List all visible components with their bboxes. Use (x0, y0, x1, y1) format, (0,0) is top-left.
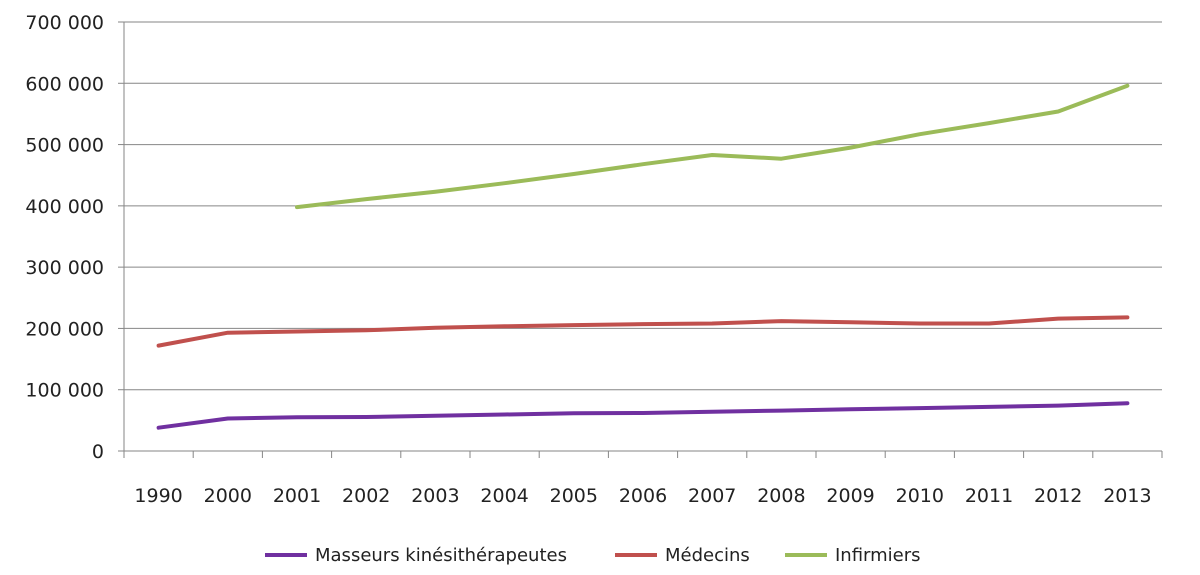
x-tick-label: 2002 (342, 485, 390, 507)
series-line-0 (156, 401, 1130, 430)
x-tick-label: 2004 (480, 485, 528, 507)
y-tick-labels: 0 100 000 200 000 300 000 400 000 500 000 600 … (25, 12, 104, 463)
y-tick-label: 700 000 (25, 12, 104, 34)
y-tick-label: 400 000 (25, 196, 104, 218)
x-tick-label: 2010 (896, 485, 944, 507)
y-tick-label: 500 000 (25, 135, 104, 157)
legend-item: Infirmiers (785, 545, 921, 566)
x-tick-label: 2008 (757, 485, 805, 507)
series-lines (156, 83, 1130, 430)
x-tick-label: 2003 (411, 485, 459, 507)
x-tick-label: 2001 (273, 485, 321, 507)
y-tick-label: 300 000 (25, 257, 104, 279)
x-tick-labels: 1990 2000 2001 2002 2003 2004 2005 2006 2007 2008… (134, 485, 1151, 507)
y-tick-label: 600 000 (25, 73, 104, 95)
x-tick-label: 1990 (134, 485, 182, 507)
x-tick-label: 2005 (550, 485, 598, 507)
axes (118, 21, 1163, 458)
x-tick-label: 2011 (965, 485, 1013, 507)
x-tick-label: 2009 (826, 485, 874, 507)
series-line-2 (295, 83, 1130, 210)
legend-item: Médecins (615, 545, 750, 566)
x-tick-label: 2006 (619, 485, 667, 507)
x-tick-label: 2013 (1103, 485, 1151, 507)
legend-label: Médecins (665, 545, 750, 566)
y-tick-label: 200 000 (25, 318, 104, 340)
legend: Masseurs kinésithérapeutes Médecins Infirm… (265, 545, 921, 566)
x-tick-label: 2000 (204, 485, 252, 507)
y-tick-label: 100 000 (25, 380, 104, 402)
gridlines (124, 21, 1162, 391)
series-line-1 (156, 315, 1130, 348)
x-tick-label: 2007 (688, 485, 736, 507)
y-tick-label: 0 (92, 441, 104, 463)
legend-item: Masseurs kinésithérapeutes (265, 545, 567, 566)
legend-label: Infirmiers (835, 545, 921, 566)
legend-label: Masseurs kinésithérapeutes (315, 545, 567, 566)
x-tick-label: 2012 (1034, 485, 1082, 507)
